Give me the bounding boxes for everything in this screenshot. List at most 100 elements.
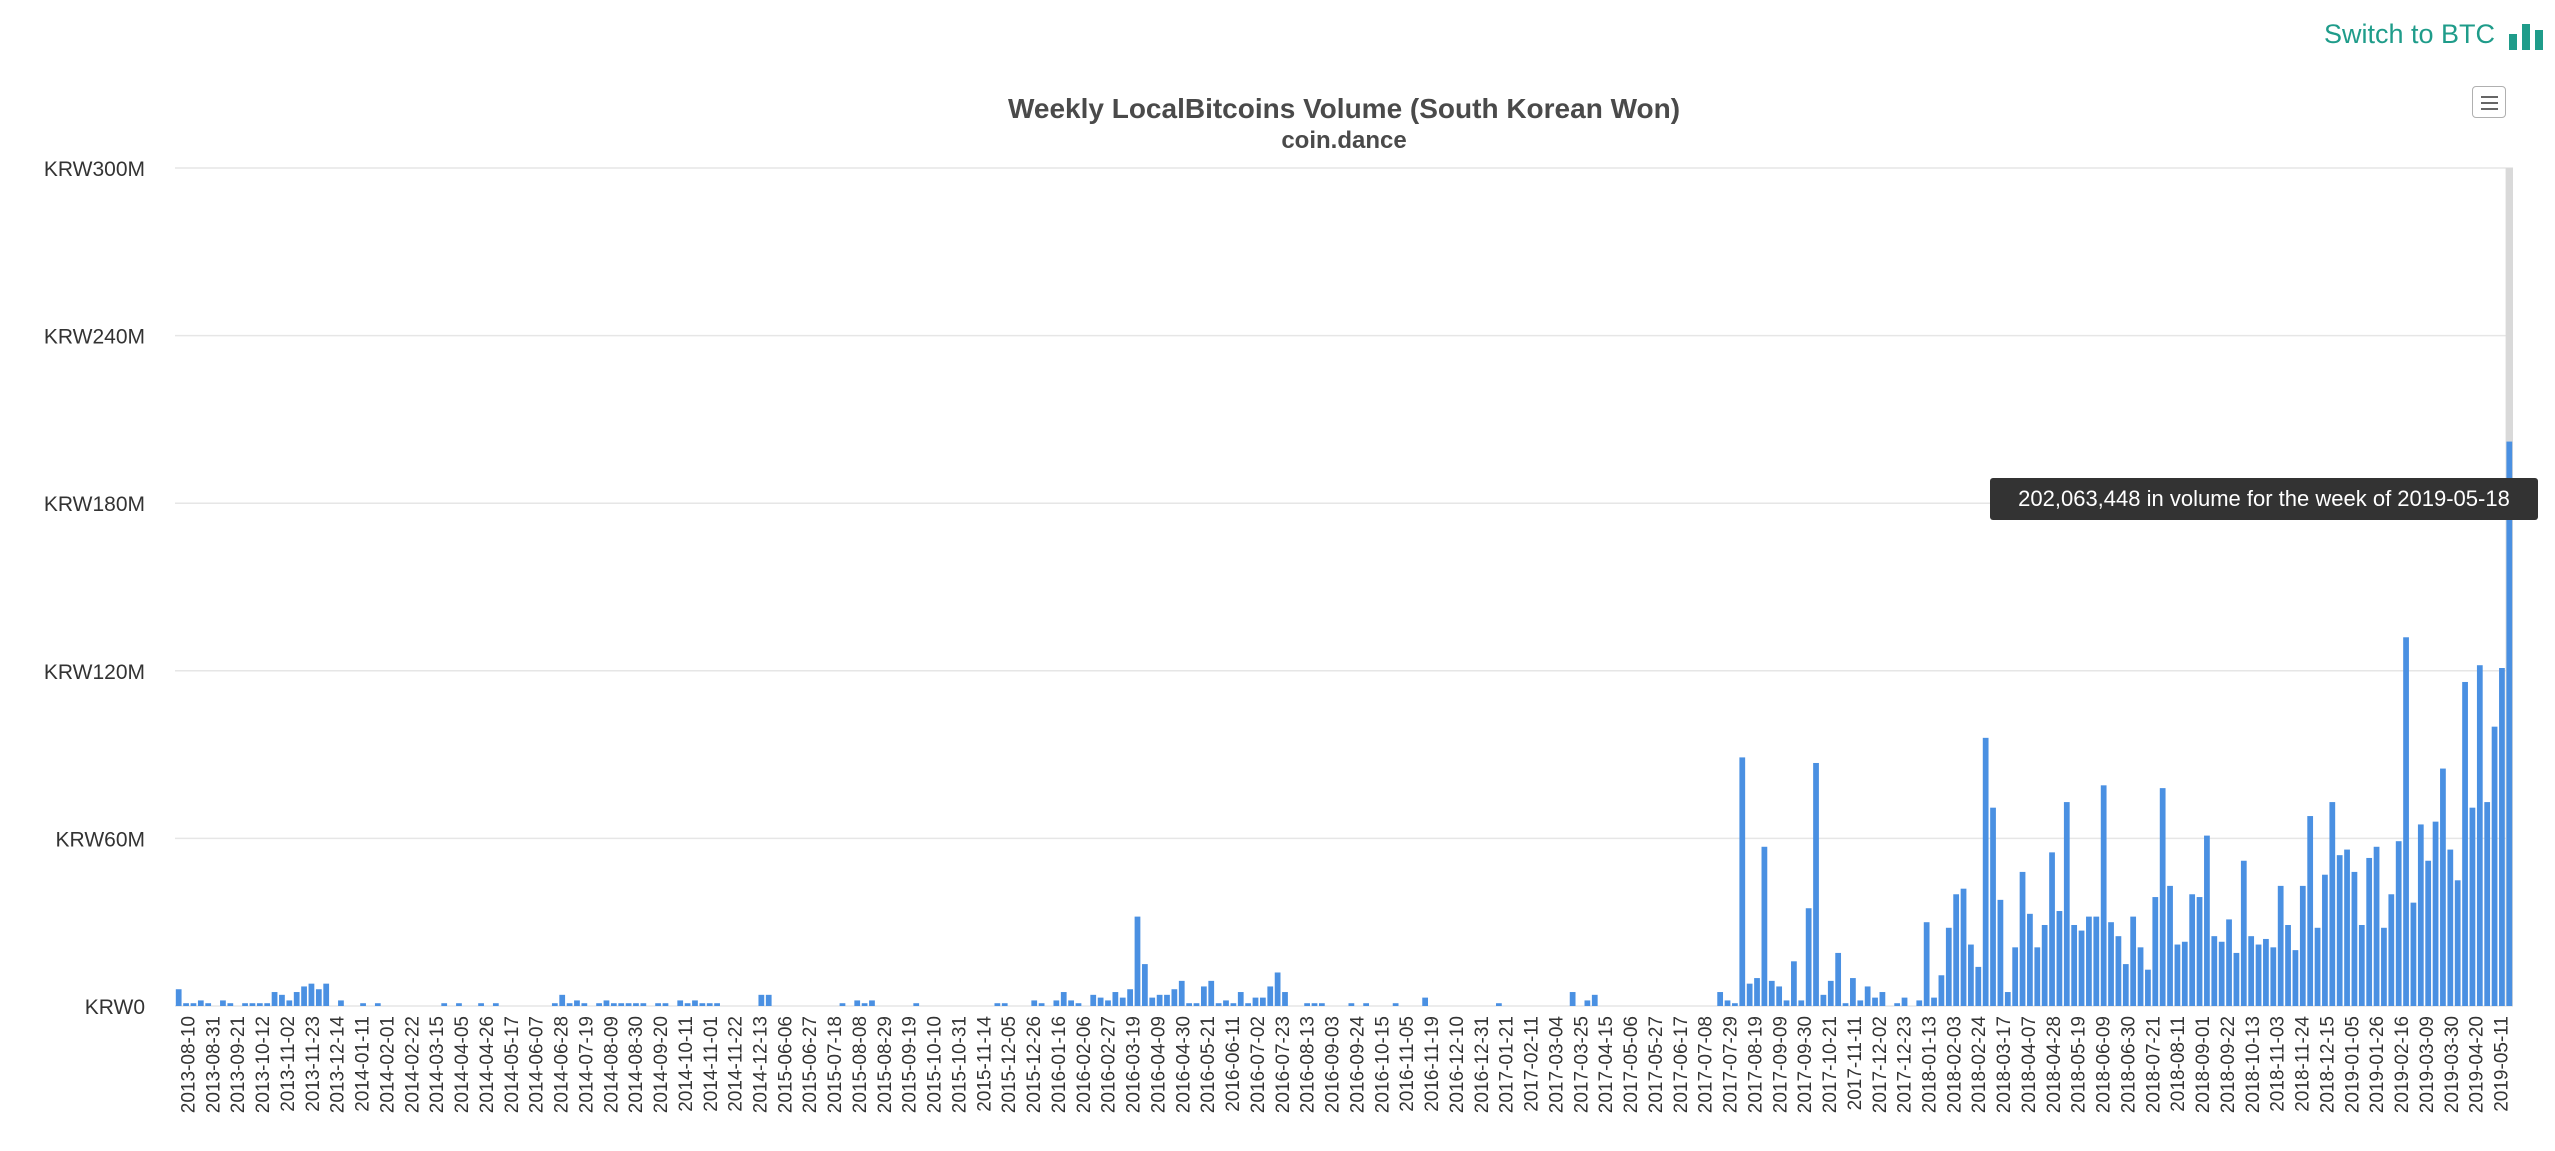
- bar[interactable]: [1850, 978, 1856, 1006]
- bar[interactable]: [1422, 997, 1429, 1006]
- bar[interactable]: [854, 1000, 861, 1006]
- bar[interactable]: [1230, 1003, 1237, 1006]
- bar[interactable]: [1304, 1003, 1310, 1006]
- bar[interactable]: [2167, 885, 2173, 1006]
- bar[interactable]: [1717, 992, 1724, 1006]
- bar[interactable]: [2122, 964, 2129, 1006]
- bar[interactable]: [456, 1003, 462, 1006]
- bar[interactable]: [1997, 899, 2004, 1006]
- bar[interactable]: [1960, 888, 1967, 1006]
- bar[interactable]: [1746, 983, 1753, 1006]
- bar[interactable]: [603, 1000, 610, 1006]
- bar[interactable]: [1112, 992, 1119, 1006]
- bar[interactable]: [1178, 980, 1185, 1006]
- bar[interactable]: [684, 1003, 691, 1006]
- bar[interactable]: [1237, 992, 1244, 1006]
- bar[interactable]: [1149, 997, 1156, 1006]
- bar[interactable]: [1805, 908, 1812, 1006]
- bar[interactable]: [2447, 849, 2454, 1006]
- bar[interactable]: [2462, 681, 2468, 1006]
- bar[interactable]: [2358, 924, 2365, 1006]
- bar[interactable]: [1127, 989, 1133, 1006]
- bar[interactable]: [1068, 1000, 1074, 1006]
- bar[interactable]: [640, 1003, 647, 1006]
- bar[interactable]: [2381, 927, 2387, 1006]
- bar[interactable]: [2307, 816, 2314, 1006]
- bar[interactable]: [2100, 785, 2107, 1006]
- bar[interactable]: [2152, 897, 2159, 1006]
- bar[interactable]: [2189, 894, 2196, 1006]
- bar[interactable]: [1134, 916, 1141, 1006]
- bar[interactable]: [1923, 922, 1930, 1006]
- bar[interactable]: [1215, 1003, 1222, 1006]
- bar[interactable]: [581, 1003, 588, 1006]
- bar[interactable]: [1031, 1000, 1038, 1006]
- bar[interactable]: [1193, 1003, 1200, 1006]
- bar[interactable]: [633, 1003, 639, 1006]
- bar[interactable]: [1348, 1003, 1355, 1006]
- bar[interactable]: [1842, 1003, 1849, 1006]
- bar[interactable]: [2351, 871, 2358, 1006]
- bar[interactable]: [1164, 994, 1170, 1006]
- bar[interactable]: [1754, 978, 1760, 1006]
- bar[interactable]: [2226, 919, 2232, 1006]
- bar[interactable]: [2159, 788, 2166, 1006]
- bar[interactable]: [1282, 992, 1288, 1006]
- bar[interactable]: [1879, 992, 1886, 1006]
- bar[interactable]: [1156, 994, 1163, 1006]
- bar[interactable]: [1363, 1003, 1370, 1006]
- bar[interactable]: [1252, 997, 1259, 1006]
- bar[interactable]: [2137, 947, 2144, 1006]
- bar[interactable]: [2440, 768, 2446, 1006]
- bar[interactable]: [2049, 852, 2055, 1006]
- bar[interactable]: [2145, 969, 2151, 1006]
- bar[interactable]: [2417, 824, 2424, 1006]
- bar[interactable]: [2174, 944, 2181, 1006]
- bar[interactable]: [1200, 986, 1207, 1006]
- bar[interactable]: [2410, 902, 2417, 1006]
- bar[interactable]: [227, 1003, 234, 1006]
- bar[interactable]: [1392, 1003, 1399, 1006]
- bar[interactable]: [1776, 986, 1783, 1006]
- bar[interactable]: [2056, 911, 2063, 1006]
- bar[interactable]: [2454, 880, 2461, 1006]
- bar[interactable]: [2499, 668, 2505, 1006]
- bar[interactable]: [2314, 927, 2321, 1006]
- bar[interactable]: [1208, 980, 1215, 1006]
- bar[interactable]: [2019, 871, 2026, 1006]
- bar[interactable]: [765, 994, 772, 1006]
- bar[interactable]: [1820, 994, 1827, 1006]
- bar[interactable]: [861, 1003, 868, 1006]
- bar[interactable]: [2469, 807, 2476, 1006]
- bar[interactable]: [1105, 1000, 1111, 1006]
- bar[interactable]: [2432, 821, 2439, 1006]
- bar[interactable]: [655, 1003, 661, 1006]
- bar[interactable]: [625, 1003, 632, 1006]
- bar[interactable]: [2071, 924, 2078, 1006]
- bar[interactable]: [205, 1003, 212, 1006]
- bar[interactable]: [2012, 947, 2019, 1006]
- bar[interactable]: [2336, 855, 2343, 1006]
- bar[interactable]: [1591, 994, 1598, 1006]
- bar[interactable]: [1990, 807, 1996, 1006]
- bar[interactable]: [279, 994, 285, 1006]
- bar[interactable]: [2484, 802, 2491, 1006]
- bar[interactable]: [2329, 802, 2336, 1006]
- bar[interactable]: [220, 1000, 226, 1006]
- bar[interactable]: [1916, 1000, 1923, 1006]
- bar[interactable]: [551, 1003, 558, 1006]
- bar[interactable]: [1311, 1003, 1318, 1006]
- bar[interactable]: [839, 1003, 846, 1006]
- bar[interactable]: [1982, 737, 1989, 1006]
- bar[interactable]: [1835, 952, 1842, 1006]
- bar[interactable]: [1171, 989, 1178, 1006]
- bar[interactable]: [478, 1003, 484, 1006]
- bar[interactable]: [559, 994, 566, 1006]
- bar[interactable]: [662, 1003, 669, 1006]
- bar[interactable]: [1872, 997, 1878, 1006]
- bar[interactable]: [1724, 1000, 1731, 1006]
- bar[interactable]: [2130, 916, 2137, 1006]
- bar[interactable]: [1038, 1003, 1045, 1006]
- bar[interactable]: [1075, 1003, 1082, 1006]
- bar[interactable]: [1186, 1003, 1192, 1006]
